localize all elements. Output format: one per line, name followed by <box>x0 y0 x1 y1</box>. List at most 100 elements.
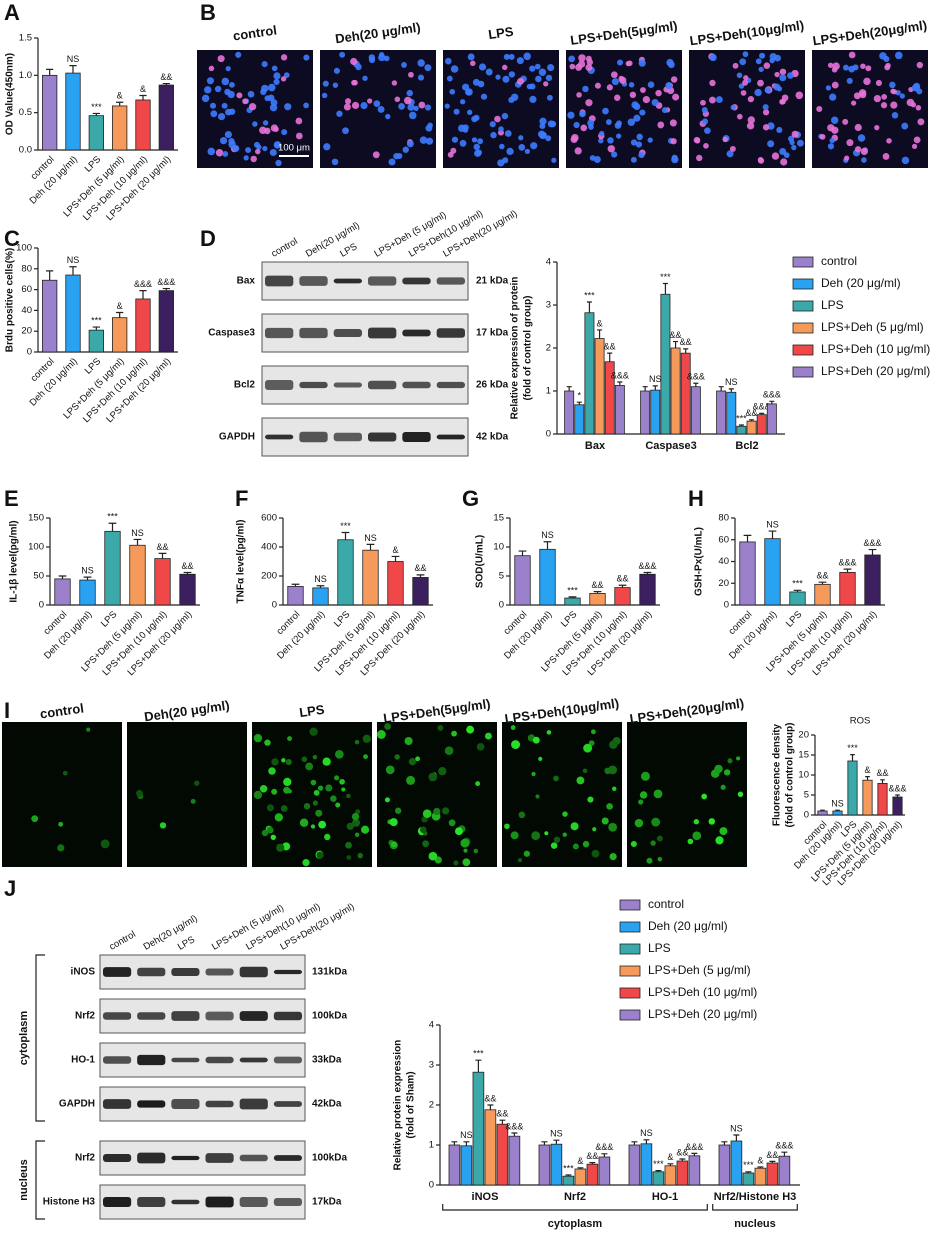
cell <box>647 137 653 143</box>
blot-strip <box>261 313 469 353</box>
y-tick-label: 0 <box>272 600 277 611</box>
cell <box>606 84 613 91</box>
cell <box>816 105 823 113</box>
cell <box>316 851 324 859</box>
cell <box>874 125 880 131</box>
cell <box>373 100 381 108</box>
bar <box>104 530 121 606</box>
cell <box>343 103 351 111</box>
micrograph <box>502 722 622 867</box>
cell <box>264 739 271 746</box>
x-tick-label: LPS <box>559 609 579 629</box>
cell <box>280 76 287 82</box>
cell <box>462 83 470 91</box>
y-tick-label: 80 <box>21 263 32 274</box>
blot-band <box>205 1153 234 1163</box>
legend-label: LPS+Deh (10 μg/ml) <box>648 985 757 999</box>
error-bar <box>391 555 400 562</box>
y-tick-label: 20 <box>21 326 32 337</box>
cell <box>442 807 450 815</box>
error-bar <box>601 1153 608 1157</box>
cell <box>715 836 724 845</box>
image-title: Deh(20 μg/ml) <box>143 698 230 725</box>
cell <box>322 757 331 766</box>
cell <box>354 832 360 838</box>
significance-label: & <box>864 765 870 775</box>
cell <box>634 818 644 828</box>
cell <box>467 109 473 115</box>
y-tick-label: 10 <box>798 770 809 781</box>
cell <box>242 98 249 105</box>
blot-band <box>368 276 397 286</box>
legend-label: LPS+Deh (20 μg/ml) <box>648 1007 757 1021</box>
cell <box>653 789 663 799</box>
error-bar <box>92 326 100 331</box>
cell <box>269 148 277 157</box>
cell <box>235 51 242 58</box>
cell <box>657 121 665 129</box>
cell <box>846 77 853 84</box>
cell <box>723 769 731 776</box>
micrograph <box>443 50 559 168</box>
cell <box>762 104 769 111</box>
cell <box>530 142 538 150</box>
panel-label: G <box>462 486 479 511</box>
significance-label: NS <box>460 1130 473 1140</box>
cell <box>418 101 426 109</box>
bar <box>650 389 661 435</box>
cell <box>640 87 646 93</box>
image-title: Deh(20 μg/ml) <box>334 20 421 47</box>
error-bar <box>566 386 572 391</box>
error-bar <box>818 581 827 585</box>
y-axis-label: (fold of Sham) <box>406 1071 417 1138</box>
bar <box>412 577 429 606</box>
cell <box>473 143 481 151</box>
significance-label: &&& <box>505 1121 523 1131</box>
error-bar <box>541 1141 548 1145</box>
error-bar <box>643 571 652 575</box>
y-tick-label: 400 <box>261 542 277 553</box>
panel-label: J <box>4 876 16 901</box>
cell <box>494 115 501 123</box>
cell <box>255 148 261 155</box>
cell <box>318 820 327 829</box>
error-bar <box>662 282 668 295</box>
cell <box>656 835 663 842</box>
error-bar <box>618 584 627 588</box>
blot-size-label: 42 kDa <box>476 432 509 443</box>
significance-label: & <box>597 318 603 328</box>
significance-label: & <box>117 301 123 311</box>
cell <box>791 144 797 151</box>
chart-title: ROS <box>850 716 871 727</box>
cell <box>384 723 391 730</box>
error-bar <box>593 591 602 594</box>
cell <box>830 116 839 124</box>
cell <box>503 53 510 60</box>
y-tick-label: 15 <box>493 513 504 524</box>
cell <box>252 121 258 127</box>
error-bar <box>820 809 825 811</box>
error-bar <box>721 1141 728 1145</box>
bar <box>496 1123 509 1186</box>
cell <box>422 840 430 848</box>
cell <box>625 60 631 67</box>
y-axis-label: TNFα level(pg/ml) <box>236 520 247 604</box>
cell <box>795 91 804 100</box>
error-bar <box>108 522 117 532</box>
y-tick-label: 0 <box>39 600 44 611</box>
bar <box>670 347 681 435</box>
significance-label: && <box>156 542 168 552</box>
cell <box>484 732 492 740</box>
blot-band <box>436 328 465 338</box>
cell <box>473 848 479 854</box>
error-bar <box>768 530 777 539</box>
blot-strip <box>99 1086 306 1122</box>
cell <box>539 117 547 125</box>
cell <box>640 771 650 781</box>
blot-band <box>137 1152 166 1164</box>
blot-band <box>103 1056 132 1064</box>
cell <box>86 727 91 732</box>
cell <box>360 102 368 110</box>
bar <box>680 352 691 435</box>
image-title: LPS+Deh(5μg/ml) <box>382 696 491 726</box>
